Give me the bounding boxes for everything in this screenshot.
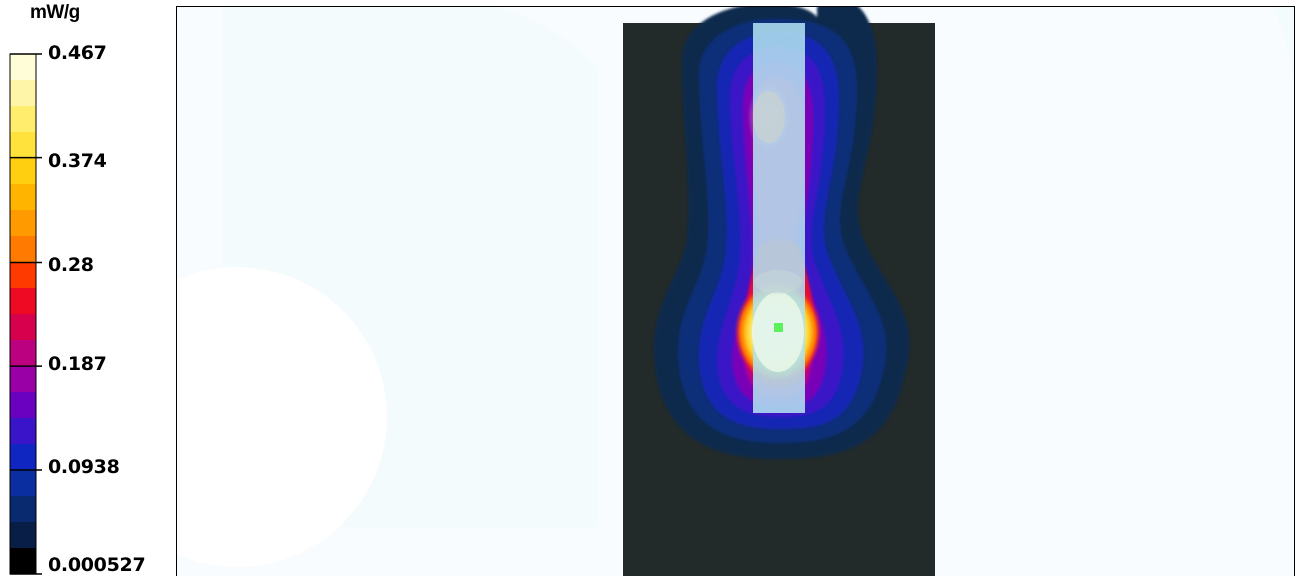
colorbar-band (10, 496, 36, 523)
colorbar-tick-label-4: 0.0938 (48, 456, 120, 478)
colorbar-band (10, 288, 36, 315)
sar-heatmap (177, 7, 1294, 576)
colorbar-band (10, 418, 36, 445)
colorbar-band (10, 548, 36, 575)
probe-upper-glow (753, 91, 785, 143)
peak-marker (774, 323, 783, 332)
colorbar-band (10, 106, 36, 133)
colorbar (9, 53, 42, 575)
colorbar-band (10, 392, 36, 419)
colorbar-band (10, 314, 36, 341)
colorbar-legend: mW/g 0.467 0.374 0.28 0.187 0.0938 0.000… (0, 0, 170, 578)
colorbar-band (10, 470, 36, 497)
colorbar-tick-label-0: 0.467 (48, 42, 107, 64)
colorbar-tick-label-5: 0.000527 (48, 554, 146, 576)
colorbar-band (10, 236, 36, 263)
colorbar-band (10, 522, 36, 549)
colorbar-tick-label-1: 0.374 (48, 150, 107, 172)
background-shade-right (1272, 7, 1294, 88)
colorbar-band (10, 340, 36, 367)
sar-heatmap-plot (176, 6, 1295, 576)
colorbar-band (10, 80, 36, 107)
colorbar-band (10, 184, 36, 211)
probe-mid-glow (754, 270, 802, 294)
colorbar-unit: mW/g (30, 2, 80, 23)
colorbar-band (10, 444, 36, 471)
colorbar-band (10, 262, 36, 289)
colorbar-tick-label-3: 0.187 (48, 353, 107, 375)
colorbar-band (10, 54, 36, 81)
colorbar-band (10, 210, 36, 237)
colorbar-band (10, 366, 36, 393)
background-circle (177, 267, 387, 567)
colorbar-band (10, 132, 36, 159)
colorbar-band (10, 158, 36, 185)
colorbar-tick-label-2: 0.28 (48, 254, 94, 276)
